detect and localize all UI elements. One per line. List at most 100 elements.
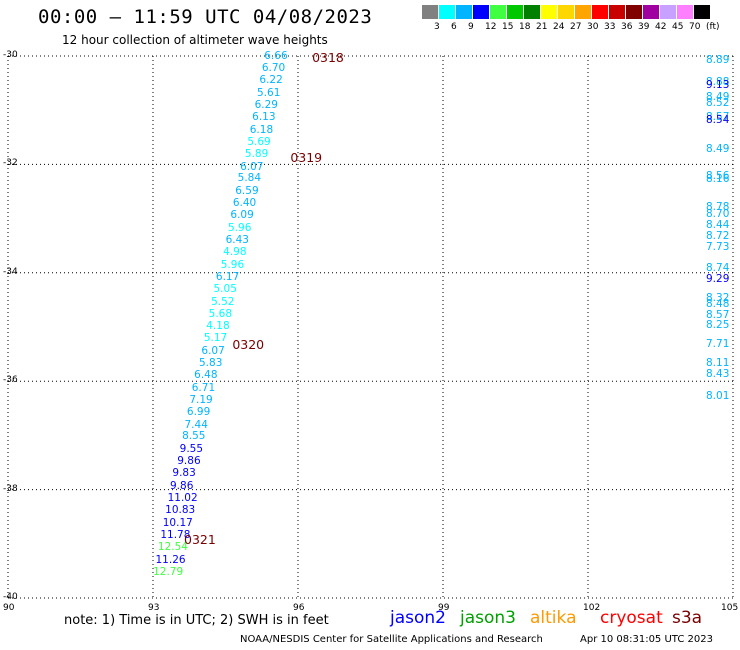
wave-height-value: 5.69: [247, 135, 271, 148]
colorbar-label: 15: [502, 22, 514, 32]
colorbar-swatch: [507, 5, 523, 19]
colorbar-swatch: [473, 5, 489, 19]
colorbar-label: 30: [587, 22, 599, 32]
colorbar-label: 3: [434, 22, 440, 32]
wave-height-value: 8.49: [706, 90, 730, 103]
track-time-label: 0320: [232, 337, 265, 353]
wave-height-value: 8.49: [706, 143, 730, 156]
wave-height-value: 8.78: [706, 200, 730, 213]
wave-height-value: 8.74: [706, 262, 730, 275]
wave-height-value: 11.26: [155, 553, 186, 566]
wave-height-value: 6.70: [261, 61, 286, 74]
latitude-tick-label: -32: [3, 158, 18, 169]
wave-height-value: 12.79: [153, 565, 184, 578]
wave-height-value: 4.18: [206, 319, 230, 332]
longitude-tick-label: 102: [583, 603, 601, 613]
wave-height-value: 7.71: [706, 338, 730, 351]
wave-height-value: 5.84: [237, 172, 262, 185]
colorbar-label: 6: [451, 22, 457, 32]
latitude-tick-label: -36: [3, 375, 18, 386]
longitude-tick-label: 90: [3, 603, 15, 613]
satellite-legend-jason2: jason2: [390, 608, 446, 628]
colorbar-label: 33: [604, 22, 616, 32]
generation-timestamp: Apr 10 08:31:05 UTC 2023: [580, 634, 713, 645]
wave-height-value: 6.18: [249, 123, 274, 136]
colorbar-swatch: [558, 5, 574, 19]
wave-height-value: 5.68: [208, 307, 233, 320]
wave-height-value: 6.07: [201, 344, 225, 357]
colorbar-label: 12: [485, 22, 497, 32]
wave-height-value: 8.11: [706, 357, 730, 370]
colorbar-label: 42: [655, 22, 667, 32]
wave-height-value: 10.83: [165, 504, 196, 517]
wave-height-value: 5.61: [257, 86, 281, 99]
colorbar-label: 27: [570, 22, 582, 32]
track-time-label: 0318: [312, 50, 344, 65]
latitude-tick-label: -34: [3, 266, 18, 277]
track-time-label: 0321: [184, 532, 216, 548]
colorbar-swatch: [575, 5, 591, 19]
wave-height-value: 6.99: [186, 406, 211, 419]
wave-height-value: 7.19: [189, 393, 213, 406]
colorbar-swatch: [660, 5, 676, 19]
wave-height-value: 6.40: [232, 197, 257, 210]
satellite-legend-s3a: s3a: [672, 608, 703, 628]
wave-height-value: 5.83: [199, 356, 223, 369]
colorbar-label: 39: [638, 22, 650, 32]
longitude-tick-label: 93: [148, 603, 160, 613]
wave-height-value: 9.86: [177, 455, 201, 468]
colorbar-label: 70: [689, 22, 701, 32]
wave-height-value: 6.17: [215, 271, 240, 284]
wave-height-value: 9.13: [706, 78, 730, 91]
colorbar-swatch: [524, 5, 540, 19]
wave-height-value: 5.89: [244, 148, 269, 161]
wave-height-value: 8.32: [706, 292, 730, 305]
wave-height-value: 8.43: [706, 368, 730, 381]
wave-height-value: 6.66: [264, 50, 288, 62]
longitude-tick-label: 105: [721, 603, 739, 613]
colorbar-label: 18: [519, 22, 531, 32]
colorbar-label: 45: [672, 22, 684, 32]
colorbar-swatch: [694, 5, 710, 19]
colorbar-swatch: [677, 5, 693, 19]
wave-height-value: 8.89: [706, 54, 730, 67]
wave-height-value: 8.88: [706, 76, 730, 89]
wave-height-value: 6.43: [225, 234, 249, 247]
wave-height-value: 12.54: [157, 541, 188, 554]
satellite-legend-altika: altika: [530, 608, 577, 628]
credit-line: NOAA/NESDIS Center for Satellite Applica…: [240, 634, 543, 645]
colorbar-swatch: [541, 5, 557, 19]
latitude-tick-label: -40: [3, 592, 18, 602]
wave-height-value: 8.52: [706, 97, 730, 110]
wave-height-value: 8.54: [706, 113, 730, 126]
map-subtitle: 12 hour collection of altimeter wave hei…: [62, 33, 328, 47]
colorbar-label: 24: [553, 22, 565, 32]
wave-height-value: 8.57: [706, 110, 730, 123]
wave-height-value: 9.55: [179, 442, 204, 455]
wave-height-value: 8.16: [706, 173, 730, 186]
wave-height-value: 6.29: [254, 98, 278, 111]
satellite-legend-cryosat: cryosat: [600, 608, 663, 628]
wave-height-value: 6.59: [235, 184, 259, 197]
wave-height-value: 5.52: [211, 295, 235, 308]
wave-height-value: 8.57: [706, 308, 730, 321]
wave-height-value: 8.01: [706, 389, 730, 402]
colorbar-swatch: [643, 5, 659, 19]
wave-height-value: 10.17: [162, 516, 193, 529]
wave-height-value: 5.17: [203, 332, 228, 345]
wave-height-value: 7.73: [706, 240, 730, 253]
latitude-tick-label: -38: [3, 483, 18, 494]
wave-height-value: 8.48: [706, 297, 730, 310]
wave-height-value: 7.44: [184, 418, 208, 431]
colorbar-label: (ft): [706, 22, 720, 32]
wave-height-value: 5.96: [228, 221, 252, 234]
colorbar-swatch: [626, 5, 642, 19]
wave-height-value: 6.48: [194, 369, 218, 382]
track-time-label: 0319: [290, 150, 323, 166]
wave-height-value: 8.56: [706, 170, 730, 183]
satellite-legend-jason3: jason3: [460, 608, 516, 628]
wave-height-value: 11.02: [167, 492, 198, 505]
wave-height-value: 6.22: [259, 74, 283, 87]
colorbar-swatch: [609, 5, 625, 19]
